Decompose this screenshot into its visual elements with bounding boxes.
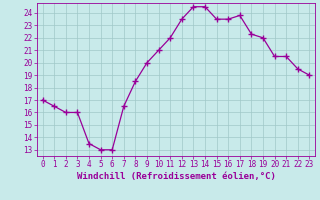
X-axis label: Windchill (Refroidissement éolien,°C): Windchill (Refroidissement éolien,°C)	[76, 172, 276, 181]
